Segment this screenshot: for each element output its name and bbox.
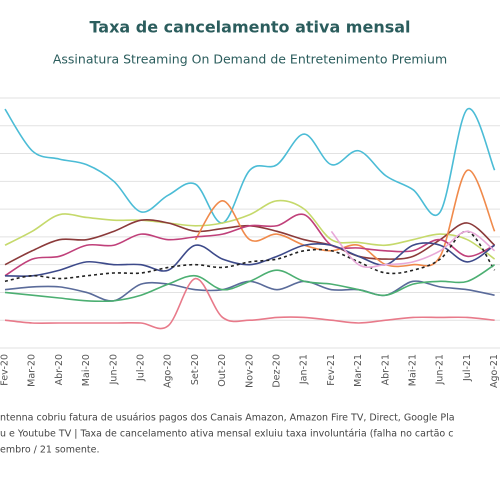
x-tick-label: Jul-20 — [136, 354, 147, 382]
x-tick-label: Abr-20 — [54, 354, 65, 385]
x-tick-label: Ago-20 — [163, 354, 174, 388]
series-line — [4, 199, 496, 260]
chart-title: Taxa de cancelamento ativa mensal — [89, 18, 410, 37]
series-line — [330, 230, 496, 269]
x-tick-label: Fev-21 — [326, 354, 337, 386]
x-tick-label: Out-20 — [217, 354, 228, 387]
x-tick-label: Mar-20 — [27, 354, 38, 387]
footnote-line: ntenna cobriu fatura de usuários pagos d… — [0, 413, 455, 424]
x-tick-label: Nov-20 — [244, 354, 255, 388]
footnote: ntenna cobriu fatura de usuários pagos d… — [0, 413, 455, 456]
series-line — [4, 263, 496, 303]
chart-subtitle: Assinatura Streaming On Demand de Entret… — [53, 52, 447, 67]
x-tick-label: Set-20 — [190, 354, 201, 385]
x-tick-label: Mai-21 — [408, 354, 419, 386]
footnote-line: u e Youtube TV | Taxa de cancelamento at… — [0, 429, 453, 440]
x-tick-label: Jan-21 — [299, 354, 310, 385]
x-tick-label: Mai-20 — [81, 354, 92, 386]
x-tick-label: Ago-21 — [489, 354, 500, 388]
x-tick-label: Jun-20 — [108, 354, 119, 385]
series-line — [4, 277, 495, 330]
x-axis: Fev-20 Mar-20 Abr-20 Mai-20 Jun-20 Jul-20 Ago-… — [0, 354, 500, 388]
x-tick-label: Jun-21 — [435, 354, 446, 385]
x-tick-label: Fev-20 — [0, 354, 11, 386]
x-tick-label: Jul-21 — [462, 354, 473, 382]
lines — [4, 108, 496, 330]
footnote-line: embro / 21 somente. — [0, 445, 99, 456]
x-tick-label: Mar-21 — [353, 354, 364, 387]
series-line — [194, 169, 496, 268]
series-line — [4, 230, 496, 283]
grid — [0, 97, 500, 349]
series-line — [4, 280, 495, 302]
series-line — [4, 242, 496, 277]
series-line — [4, 108, 496, 224]
series-line — [4, 213, 495, 277]
x-tick-label: Abr-21 — [380, 354, 391, 385]
x-tick-label: Dez-20 — [272, 354, 283, 388]
